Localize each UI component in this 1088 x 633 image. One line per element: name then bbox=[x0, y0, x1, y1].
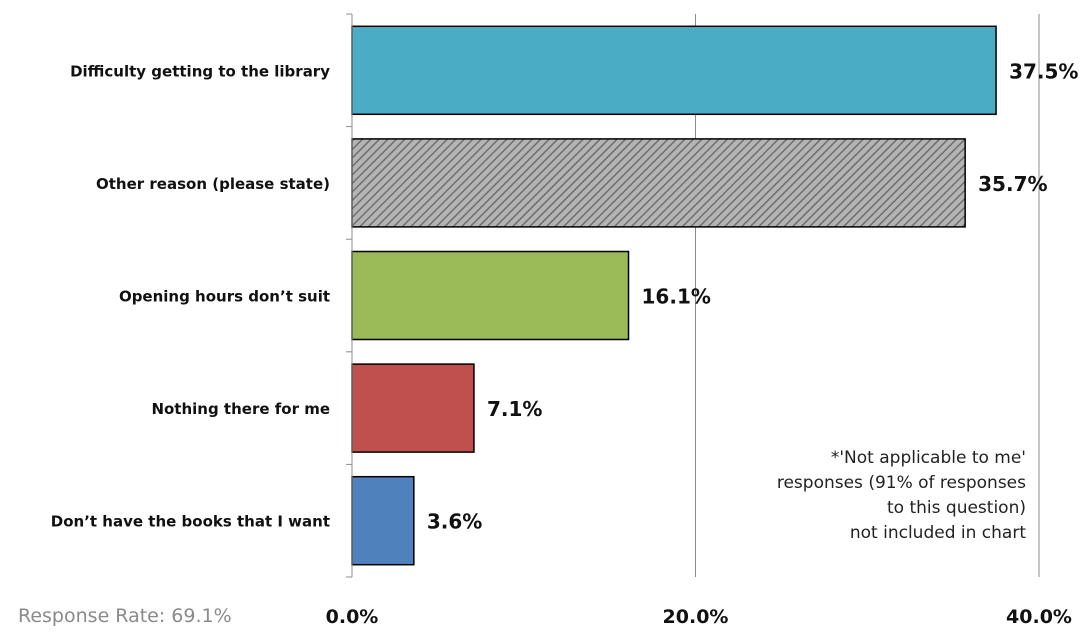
category-labels: Difficulty getting to the library Other r… bbox=[51, 62, 330, 530]
bar bbox=[351, 25, 997, 116]
bar bbox=[351, 475, 415, 566]
category-label: Other reason (please state) bbox=[96, 175, 330, 193]
x-tick-label: 20.0% bbox=[663, 606, 729, 628]
note-line: to this question) bbox=[887, 498, 1026, 518]
value-label: 3.6% bbox=[427, 510, 482, 534]
bars bbox=[351, 25, 997, 566]
bar bbox=[351, 138, 966, 228]
value-label: 35.7% bbox=[978, 172, 1047, 196]
category-label: Nothing there for me bbox=[151, 400, 330, 418]
chart-note: *'Not applicable to me' responses (91% o… bbox=[726, 446, 1026, 546]
category-label: Difficulty getting to the library bbox=[70, 62, 330, 80]
x-tick-labels: 0.0% 20.0% 40.0% bbox=[326, 606, 1072, 628]
value-label: 16.1% bbox=[642, 285, 711, 309]
category-label: Don’t have the books that I want bbox=[51, 513, 330, 531]
note-line: not included in chart bbox=[849, 523, 1026, 543]
bar bbox=[351, 363, 475, 453]
category-label: Opening hours don’t suit bbox=[119, 288, 330, 306]
value-labels: 37.5% 35.7% 16.1% 7.1% 3.6% bbox=[427, 59, 1079, 533]
bar bbox=[351, 250, 630, 341]
note-line: *'Not applicable to me' bbox=[830, 448, 1026, 468]
response-rate: Response Rate: 69.1% bbox=[18, 605, 232, 627]
value-label: 37.5% bbox=[1009, 59, 1078, 83]
x-tick-label: 0.0% bbox=[326, 606, 379, 628]
value-label: 7.1% bbox=[487, 397, 542, 421]
x-tick-label: 40.0% bbox=[1006, 606, 1072, 628]
y-axis bbox=[346, 13, 353, 578]
note-line: responses (91% of responses bbox=[776, 473, 1026, 493]
